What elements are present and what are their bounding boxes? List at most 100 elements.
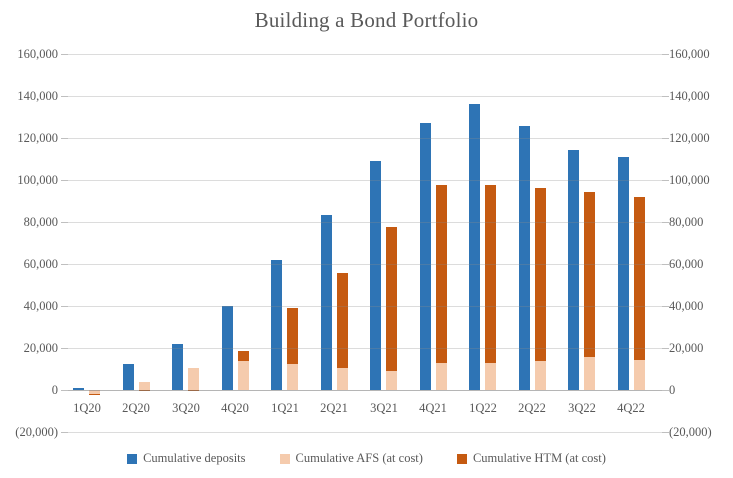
y-axis-label-right: 80,000 [669, 215, 704, 229]
tick-mark-left [61, 390, 68, 391]
y-axis-label-right: 100,000 [669, 173, 710, 187]
legend-item-deposits: Cumulative deposits [127, 451, 246, 466]
y-axis-label-left: 120,000 [17, 131, 58, 145]
legend-item-htm: Cumulative HTM (at cost) [456, 451, 606, 466]
bar-deposits-3Q21 [370, 161, 381, 390]
bar-deposits-2Q20 [123, 363, 134, 390]
tick-mark-right [662, 348, 669, 349]
y-axis-label-right: 40,000 [669, 299, 704, 313]
legend-label: Cumulative AFS (at cost) [295, 451, 423, 465]
y-axis-label-right: 140,000 [669, 89, 710, 103]
y-axis-label-left: 140,000 [17, 89, 58, 103]
gridline [68, 348, 662, 349]
tick-mark-right [662, 180, 669, 181]
legend-swatch-icon [127, 453, 138, 464]
bar-deposits-4Q21 [420, 123, 431, 390]
plot-area [68, 54, 662, 433]
legend-label: Cumulative HTM (at cost) [472, 451, 606, 465]
tick-mark-right [662, 390, 669, 391]
tick-mark-left [61, 54, 68, 55]
bar-afs-1Q20 [89, 390, 100, 395]
tick-mark-left [61, 348, 68, 349]
bar-deposits-3Q22 [568, 149, 579, 390]
x-axis-label: 3Q20 [172, 401, 200, 415]
bar-htm-4Q20 [238, 351, 249, 361]
bar-deposits-4Q22 [618, 156, 629, 390]
bar-afs-1Q22 [485, 362, 496, 390]
gridline [68, 264, 662, 265]
legend-label: Cumulative deposits [143, 451, 246, 465]
y-axis-label-left: 80,000 [23, 215, 58, 229]
x-axis-line [68, 390, 662, 391]
gridline [68, 180, 662, 181]
gridline [68, 432, 662, 433]
legend-item-afs: Cumulative AFS (at cost) [279, 451, 423, 466]
y-axis-label-right: 60,000 [669, 257, 704, 271]
bar-afs-3Q20 [188, 367, 199, 390]
bar-afs-2Q20 [139, 381, 150, 390]
bar-afs-4Q20 [238, 360, 249, 390]
bar-deposits-2Q22 [519, 126, 530, 390]
bar-htm-2Q21 [337, 273, 348, 368]
x-axis-label: 1Q20 [73, 401, 101, 415]
x-axis-label: 2Q20 [122, 401, 150, 415]
y-axis-label-left: 100,000 [17, 173, 58, 187]
y-axis-label-right: 20,000 [669, 341, 704, 355]
tick-mark-right [662, 432, 669, 433]
y-axis-label-left: 20,000 [23, 341, 58, 355]
chart-legend: Cumulative deposits Cumulative AFS (at co… [0, 451, 733, 466]
bar-deposits-3Q20 [172, 343, 183, 390]
tick-mark-right [662, 138, 669, 139]
bar-htm-4Q22 [634, 196, 645, 360]
bar-afs-3Q21 [386, 371, 397, 390]
y-axis-label-right: 0 [669, 383, 676, 397]
x-axis-label: 3Q21 [370, 401, 398, 415]
x-axis-label: 1Q21 [271, 401, 299, 415]
bar-htm-1Q20 [89, 394, 100, 396]
x-axis-label: 2Q21 [320, 401, 348, 415]
legend-swatch-icon [279, 453, 290, 464]
gridline [68, 138, 662, 139]
tick-mark-left [61, 96, 68, 97]
gridline [68, 96, 662, 97]
gridline [68, 222, 662, 223]
bar-afs-1Q21 [287, 363, 298, 390]
x-axis-label: 3Q22 [568, 401, 596, 415]
bar-deposits-2Q21 [321, 214, 332, 390]
bar-deposits-4Q20 [222, 306, 233, 390]
bar-deposits-1Q22 [469, 104, 480, 390]
bar-htm-4Q21 [436, 185, 447, 363]
tick-mark-left [61, 138, 68, 139]
bar-afs-3Q22 [584, 357, 595, 390]
tick-mark-right [662, 222, 669, 223]
y-axis-label-right: 160,000 [669, 47, 710, 61]
gridline [68, 306, 662, 307]
legend-swatch-icon [456, 453, 467, 464]
y-axis-label-right: 120,000 [669, 131, 710, 145]
y-axis-label-right: (20,000) [669, 425, 712, 439]
bar-deposits-1Q21 [271, 259, 282, 390]
tick-mark-left [61, 432, 68, 433]
tick-mark-left [61, 180, 68, 181]
y-axis-label-left: 0 [51, 383, 58, 397]
tick-mark-right [662, 54, 669, 55]
bar-htm-1Q21 [287, 308, 298, 364]
y-axis-label-left: 160,000 [17, 47, 58, 61]
x-axis-label: 1Q22 [469, 401, 497, 415]
x-axis-label: 4Q21 [419, 401, 447, 415]
y-axis-label-left: 60,000 [23, 257, 58, 271]
tick-mark-right [662, 306, 669, 307]
bar-deposits-1Q20 [73, 387, 84, 390]
bar-htm-3Q21 [386, 227, 397, 372]
bar-afs-4Q22 [634, 359, 645, 390]
tick-mark-left [61, 222, 68, 223]
gridline [68, 54, 662, 55]
bar-afs-4Q21 [436, 362, 447, 390]
y-axis-label-left: (20,000) [15, 425, 58, 439]
bar-afs-2Q22 [535, 360, 546, 390]
tick-mark-left [61, 306, 68, 307]
chart-title: Building a Bond Portfolio [254, 8, 479, 32]
x-axis-label: 2Q22 [518, 401, 546, 415]
y-axis-label-left: 40,000 [23, 299, 58, 313]
